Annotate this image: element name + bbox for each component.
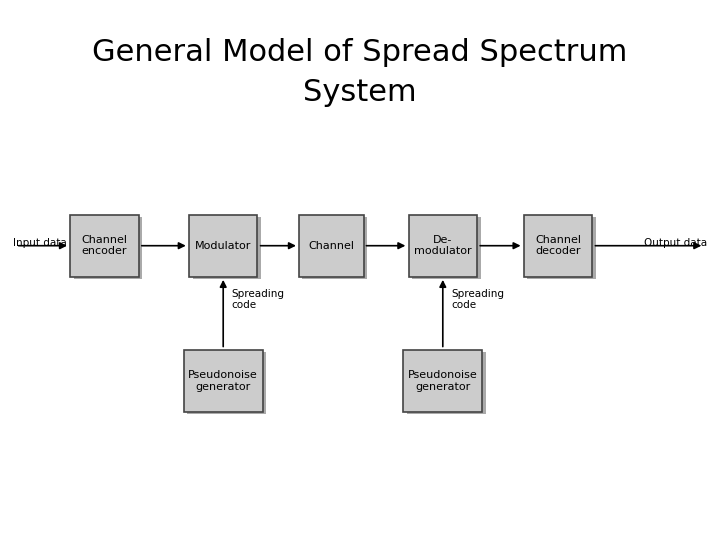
Text: Spreading
code: Spreading code [232,289,285,310]
FancyBboxPatch shape [524,214,593,276]
FancyBboxPatch shape [70,214,138,276]
FancyBboxPatch shape [412,217,481,280]
Text: Modulator: Modulator [195,241,251,251]
FancyBboxPatch shape [193,217,261,280]
Text: Channel: Channel [308,241,354,251]
FancyBboxPatch shape [187,353,266,415]
FancyBboxPatch shape [73,217,143,280]
Text: De-
modulator: De- modulator [414,235,472,256]
FancyBboxPatch shape [189,214,258,276]
Text: Spreading
code: Spreading code [451,289,505,310]
FancyBboxPatch shape [299,214,364,276]
Text: System: System [303,78,417,107]
FancyBboxPatch shape [403,350,482,411]
FancyBboxPatch shape [409,214,477,276]
FancyBboxPatch shape [407,353,486,415]
Text: Pseudonoise
generator: Pseudonoise generator [189,370,258,392]
Text: Channel
encoder: Channel encoder [81,235,127,256]
FancyBboxPatch shape [184,350,263,411]
FancyBboxPatch shape [527,217,596,280]
Text: General Model of Spread Spectrum: General Model of Spread Spectrum [92,38,628,67]
Text: Pseudonoise
generator: Pseudonoise generator [408,370,477,392]
Text: Input data: Input data [13,238,67,248]
Text: Channel
decoder: Channel decoder [535,235,581,256]
FancyBboxPatch shape [302,217,367,280]
Text: Output data: Output data [644,238,707,248]
